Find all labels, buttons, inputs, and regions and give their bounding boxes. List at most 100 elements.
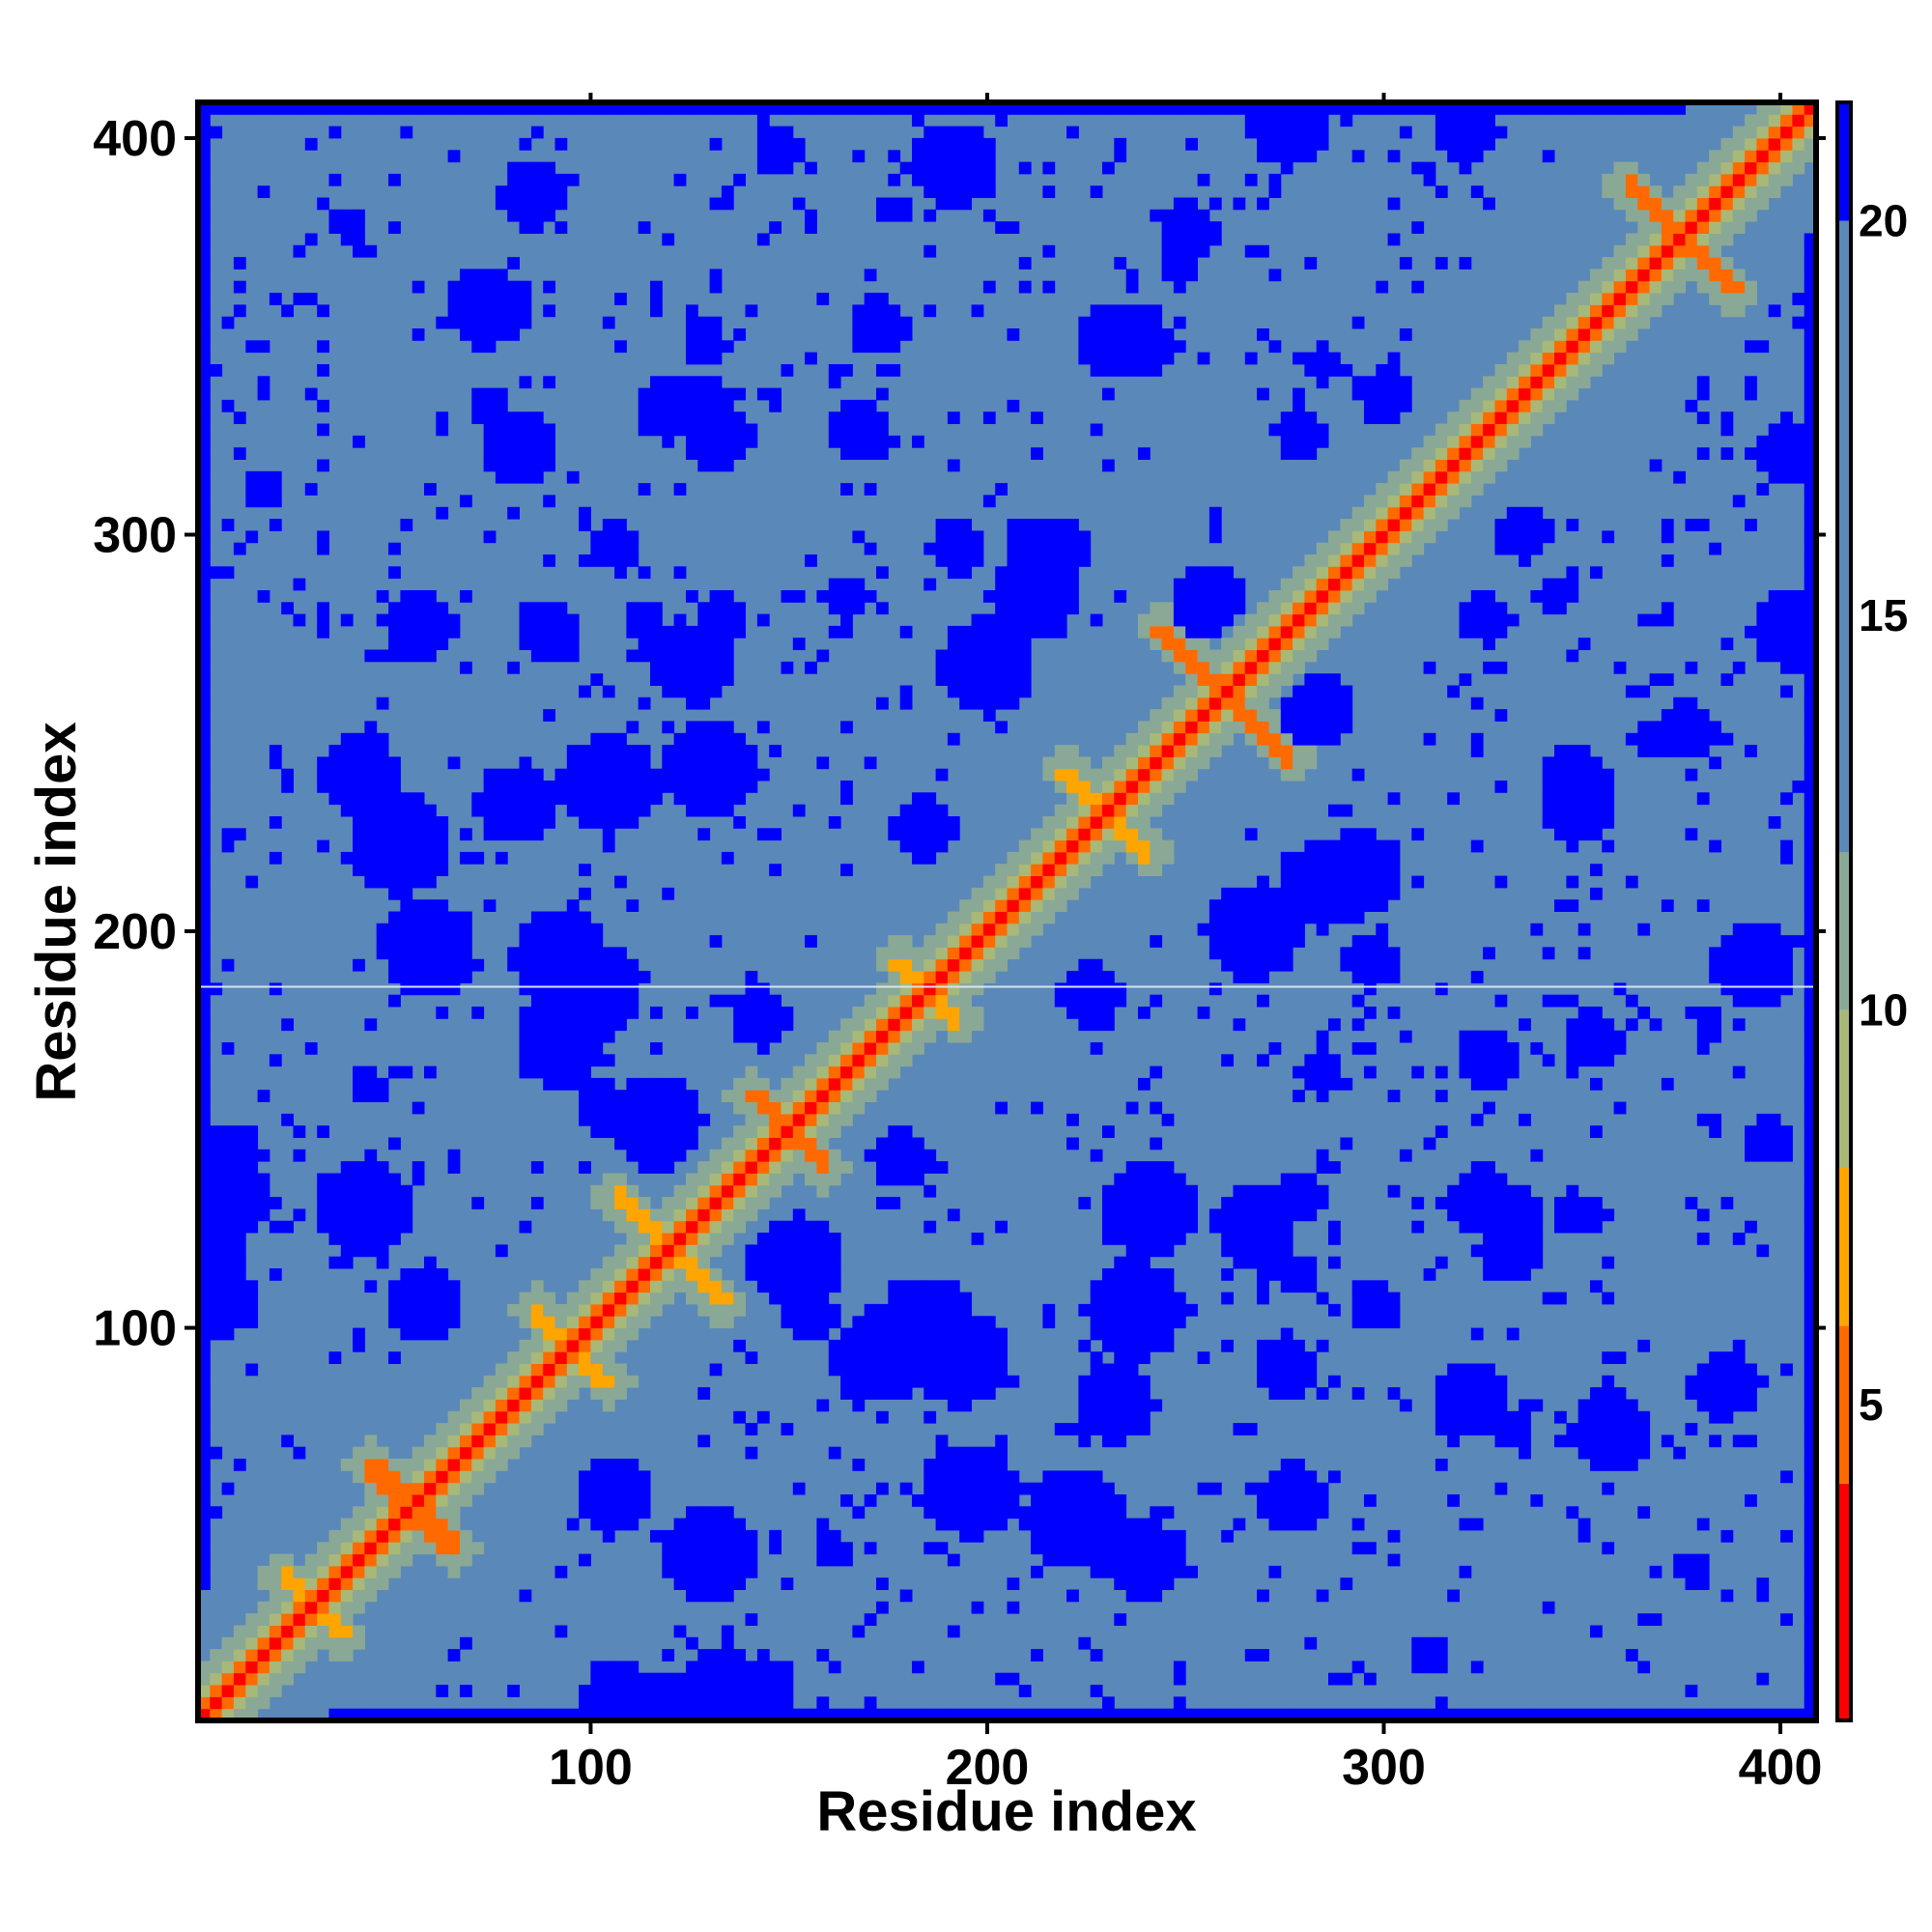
heatmap-cell [1257,899,1269,912]
heatmap-cell [923,1030,937,1043]
heatmap-cell [1340,1577,1353,1590]
heatmap-cell [1257,673,1269,686]
heatmap-cell [602,1399,615,1412]
heatmap-cell [650,399,663,412]
heatmap-cell [697,685,711,698]
heatmap-cell [471,804,485,817]
heatmap-cell [1197,649,1210,663]
heatmap-cell [364,1589,378,1603]
heatmap-cell [1470,1113,1484,1126]
heatmap-cell [935,1292,949,1305]
heatmap-cell [614,1375,627,1388]
heatmap-cell [1387,412,1401,424]
heatmap-cell [828,1268,841,1281]
heatmap-cell [530,459,544,472]
heatmap-cell [899,1007,913,1019]
heatmap-cell [412,792,425,806]
heatmap-cell [1364,554,1377,567]
heatmap-cell [756,1197,770,1209]
heatmap-cell [947,137,960,151]
heatmap-cell [1208,745,1222,757]
heatmap-cell [864,1303,877,1317]
heatmap-cell [210,1661,223,1674]
heatmap-cell [198,1529,211,1543]
heatmap-cell [1351,1316,1365,1329]
heatmap-cell [221,1316,235,1329]
heatmap-cell [733,1708,746,1720]
heatmap-cell [1114,1399,1127,1412]
heatmap-cell [781,1173,794,1186]
heatmap-cell [971,685,984,698]
heatmap-cell [590,745,604,757]
heatmap-cell [1031,839,1043,853]
heatmap-cell [221,399,235,412]
heatmap-cell [662,1090,675,1102]
heatmap-cell [1031,519,1043,531]
heatmap-cell [412,1161,425,1174]
heatmap-cell [507,209,520,222]
heatmap-cell [1054,590,1067,603]
heatmap-cell [1031,1494,1043,1507]
heatmap-cell [590,816,604,829]
heatmap-cell [971,137,984,151]
heatmap-cell [388,1482,401,1495]
heatmap-cell [769,1542,781,1555]
heatmap-cell [376,1208,389,1222]
heatmap-cell [923,1303,937,1317]
heatmap-cell [1376,495,1389,508]
heatmap-cell [745,1685,758,1697]
heatmap-cell [828,1101,841,1115]
heatmap-cell [709,435,723,448]
heatmap-cell [579,1042,591,1055]
heatmap-cell [376,590,389,603]
heatmap-cell [1150,638,1163,650]
heatmap-cell [1280,1268,1293,1281]
heatmap-cell [864,1007,877,1019]
heatmap-cell [1257,1244,1269,1258]
heatmap-cell [1125,1280,1139,1293]
heatmap-cell [733,1077,746,1091]
heatmap-cell [638,1494,651,1507]
heatmap-cell [579,1696,591,1710]
heatmap-cell [805,1280,817,1293]
heatmap-cell [1173,221,1186,234]
heatmap-cell [1542,768,1555,781]
heatmap-cell [1530,412,1544,424]
heatmap-cell [245,1316,259,1329]
heatmap-cell [1470,1054,1484,1067]
heatmap-cell [566,911,580,924]
heatmap-cell [1125,1589,1139,1603]
heatmap-cell [257,1649,270,1662]
heatmap-cell [1280,625,1293,639]
heatmap-cell [650,649,663,663]
heatmap-cell [340,1636,354,1650]
heatmap-cell [1364,1065,1377,1079]
heatmap-cell [1054,625,1067,639]
heatmap-cell [1542,756,1555,770]
heatmap-cell [1257,887,1269,900]
heatmap-cell [269,495,282,508]
heatmap-cell [769,1708,781,1720]
heatmap-cell [947,649,960,663]
heatmap-cell [792,804,806,817]
heatmap-cell [471,304,485,318]
heatmap-cell [221,1482,235,1495]
heatmap-cell [221,1149,235,1162]
heatmap-cell [233,1661,246,1674]
heatmap-cell [483,447,497,460]
heatmap-cell [1244,673,1258,686]
heatmap-cell [1078,1339,1092,1352]
heatmap-cell [1506,1268,1520,1281]
heatmap-cell [353,816,365,829]
heatmap-cell [1208,1208,1222,1222]
heatmap-cell [1494,661,1508,674]
heatmap-cell [471,1423,485,1435]
heatmap-cell [1257,1280,1269,1293]
heatmap-cell [233,412,246,424]
heatmap-cell [1102,851,1115,865]
heatmap-cell [828,1303,841,1317]
heatmap-cell [947,685,960,698]
heatmap-cell [376,1184,389,1198]
heatmap-cell [923,828,937,841]
heatmap-cell [376,1708,389,1720]
